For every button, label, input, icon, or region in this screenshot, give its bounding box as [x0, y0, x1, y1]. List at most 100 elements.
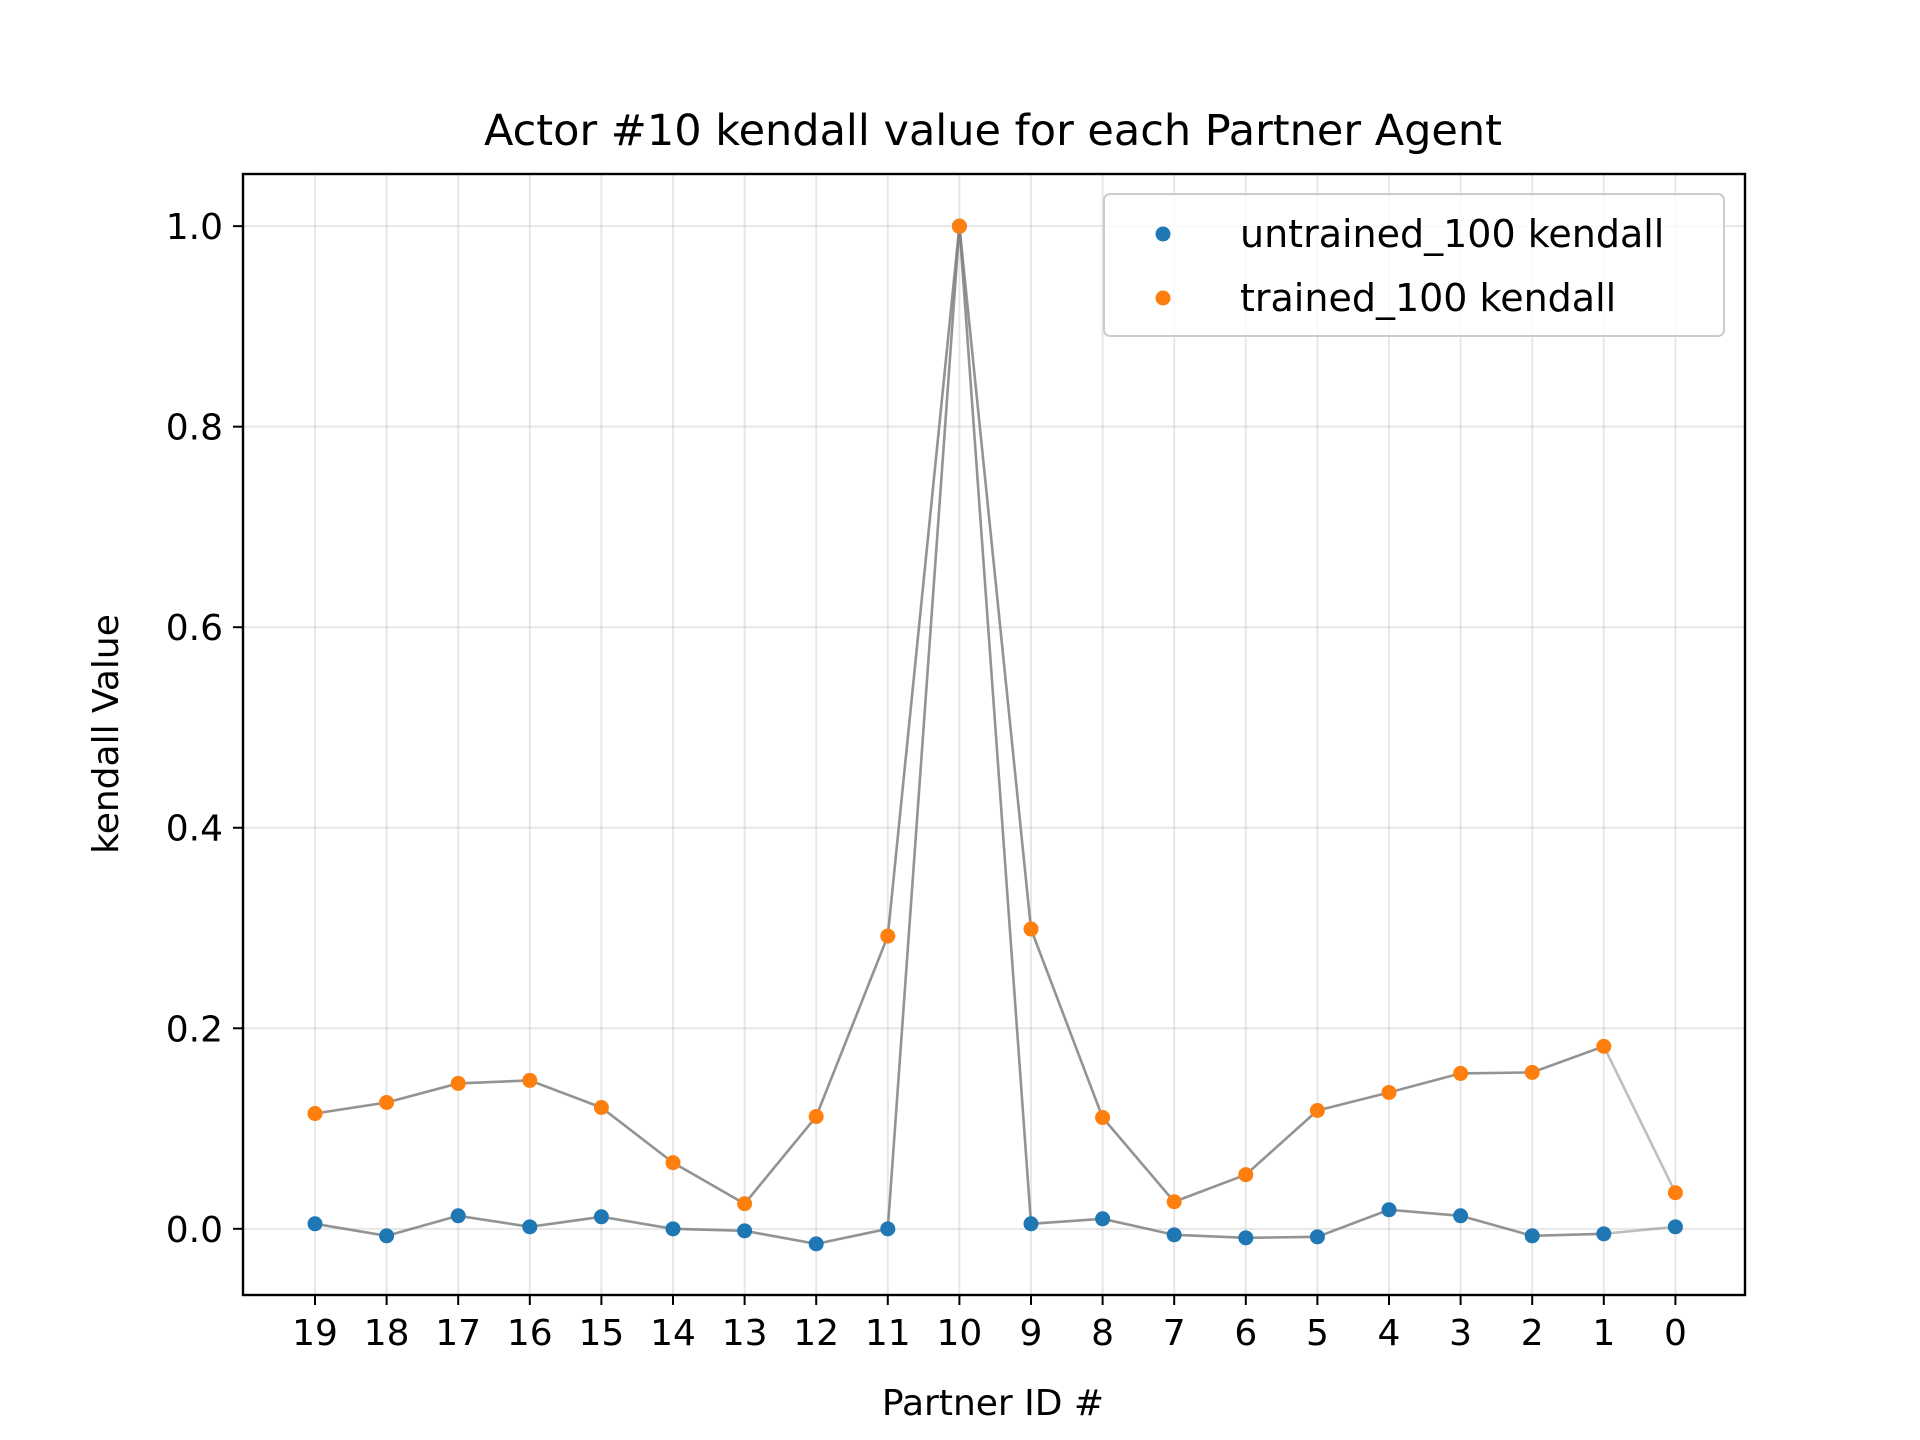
data-point-trained [1023, 921, 1039, 937]
data-point-trained [1667, 1185, 1683, 1201]
x-tick-label: 18 [364, 1313, 410, 1354]
x-tick-label: 7 [1163, 1313, 1186, 1354]
x-axis-label: Partner ID # [882, 1383, 1104, 1424]
legend-label: trained_100 kendall [1240, 276, 1616, 320]
connector-segment [886, 226, 961, 937]
x-tick-label: 5 [1306, 1313, 1329, 1354]
data-point-trained [737, 1196, 753, 1212]
connector-segment [815, 1227, 889, 1246]
data-point-untrained [450, 1208, 466, 1224]
connector-segment [458, 1214, 530, 1229]
data-point-untrained [593, 1209, 609, 1225]
x-tick-label: 19 [292, 1313, 338, 1354]
legend-label: untrained_100 kendall [1240, 212, 1664, 256]
x-tick-label: 10 [936, 1313, 982, 1354]
data-point-trained [1309, 1103, 1325, 1119]
data-point-trained [951, 218, 967, 234]
x-tick-label: 1 [1592, 1313, 1615, 1354]
chart-title: Actor #10 kendall value for each Partner… [484, 106, 1502, 156]
connector-segment [1102, 1217, 1175, 1237]
data-point-untrained [522, 1219, 538, 1235]
connector-segment [814, 935, 890, 1118]
x-tick-label: 12 [793, 1313, 839, 1354]
y-axis-label: kendall Value [86, 614, 127, 854]
data-point-trained [880, 928, 896, 944]
data-point-untrained [1667, 1219, 1683, 1235]
data-point-trained [1238, 1167, 1254, 1183]
connector-segment [744, 1229, 817, 1246]
x-tick-label: 8 [1091, 1313, 1114, 1354]
connector-segment [1173, 1173, 1247, 1203]
connector-segment [1460, 1071, 1533, 1075]
x-tick-label: 17 [435, 1313, 481, 1354]
y-tick-label: 1.0 [166, 207, 223, 248]
connector-lines [314, 226, 1677, 1246]
data-point-untrained [737, 1223, 753, 1239]
plot-frame [241, 172, 1747, 1297]
data-point-trained [307, 1106, 323, 1122]
connector-segment [1388, 1208, 1461, 1218]
connector-segment [1602, 1045, 1677, 1194]
data-point-trained [665, 1155, 681, 1171]
legend: untrained_100 kendall trained_100 kendall [1103, 193, 1725, 337]
connector-segment [1532, 1232, 1604, 1238]
x-tick-label: 2 [1521, 1313, 1544, 1354]
data-point-trained [379, 1094, 395, 1110]
data-point-trained [1596, 1038, 1612, 1054]
x-tick-label: 16 [507, 1313, 553, 1354]
data-point-trained [1524, 1064, 1540, 1080]
connector-segment [1174, 1233, 1246, 1240]
data-point-trained [593, 1099, 609, 1115]
connector-segment [958, 226, 1033, 1224]
connector-segment [1244, 1109, 1319, 1176]
x-tick-label: 15 [578, 1313, 624, 1354]
x-tick-label: 9 [1020, 1313, 1043, 1354]
y-tick-label: 0.2 [166, 1009, 223, 1050]
connector-segment [886, 226, 961, 1229]
data-point-untrained [307, 1216, 323, 1232]
connector-segment [458, 1079, 530, 1085]
data-point-trained [1453, 1065, 1469, 1081]
x-tick-label: 0 [1664, 1313, 1687, 1354]
data-point-untrained [1309, 1229, 1325, 1245]
data-point-untrained [808, 1236, 824, 1252]
legend-box [1103, 193, 1725, 337]
data-point-trained [1381, 1084, 1397, 1100]
connector-segment [529, 1079, 602, 1109]
y-axis-ticks: 0.0 0.2 0.4 0.6 0.8 1.0 [166, 207, 243, 1251]
connector-segment [1316, 1208, 1390, 1239]
connector-segment [386, 1214, 459, 1238]
connector-segment [743, 1115, 818, 1205]
legend-marker [1155, 226, 1171, 242]
connector-segment [1030, 1217, 1103, 1226]
connector-segment [600, 1106, 674, 1164]
y-tick-label: 0.0 [166, 1210, 223, 1251]
connector-segment [1460, 1214, 1533, 1238]
data-point-untrained [1381, 1202, 1397, 1218]
connector-segment [1029, 928, 1104, 1118]
connector-segment [314, 1101, 387, 1115]
connector-segment [958, 226, 1033, 930]
x-tick-label: 4 [1378, 1313, 1401, 1354]
connector-segment [529, 1215, 602, 1229]
x-tick-label: 6 [1234, 1313, 1257, 1354]
connector-segment [1531, 1045, 1605, 1074]
data-point-untrained [1596, 1226, 1612, 1242]
connector-segment [386, 1082, 459, 1104]
connector-segment [601, 1215, 674, 1231]
data-points [307, 218, 1683, 1252]
connector-segment [1388, 1072, 1461, 1094]
connector-segment [1101, 1116, 1176, 1203]
data-point-untrained [1095, 1211, 1111, 1227]
data-point-untrained [1238, 1230, 1254, 1246]
x-tick-label: 3 [1449, 1313, 1472, 1354]
connector-segment [672, 1161, 746, 1205]
y-tick-label: 0.6 [166, 608, 223, 649]
x-tick-label: 11 [865, 1313, 911, 1354]
x-tick-label: 13 [722, 1313, 768, 1354]
data-point-trained [522, 1072, 538, 1088]
legend-marker [1155, 290, 1171, 306]
data-point-untrained [880, 1221, 896, 1237]
data-point-trained [808, 1109, 824, 1125]
grid [243, 174, 1745, 1295]
